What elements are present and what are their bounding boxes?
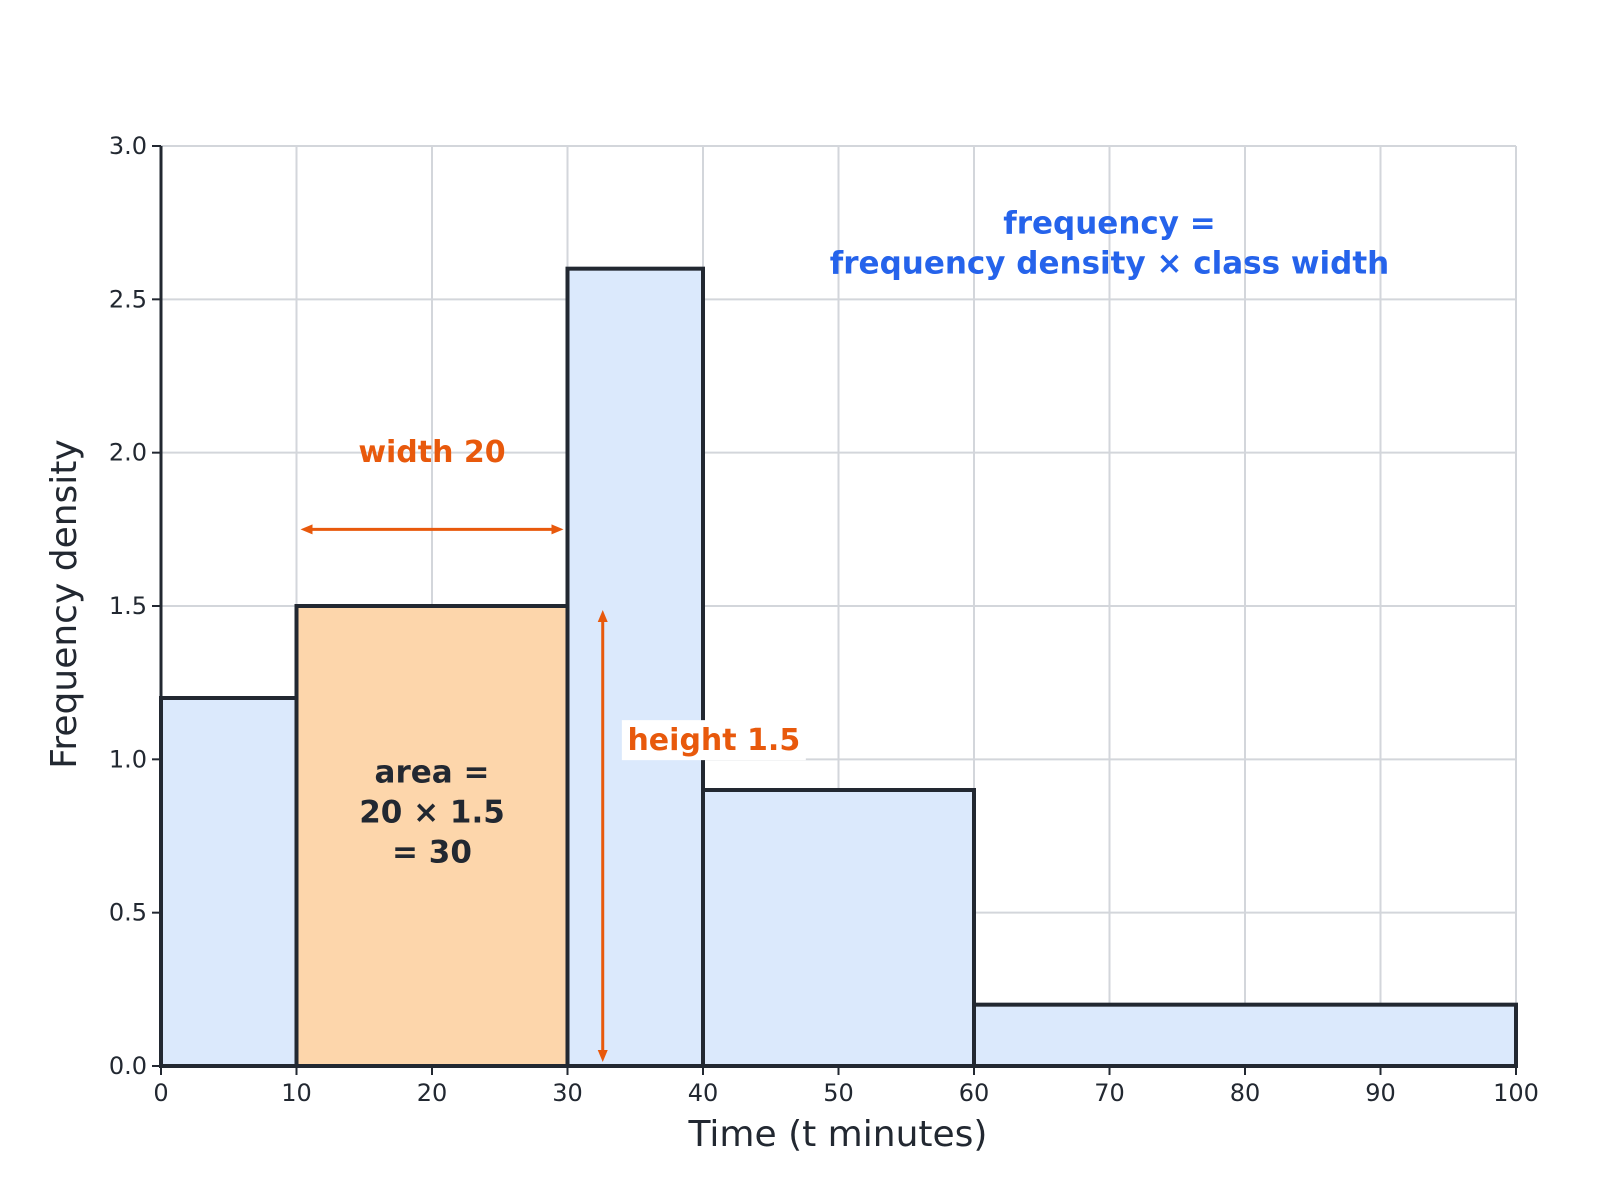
- x-tick-label: 40: [688, 1079, 719, 1107]
- y-axis-label: Frequency density: [44, 439, 85, 768]
- histogram-bar: [294, 604, 570, 1068]
- x-tick-label: 30: [552, 1079, 583, 1107]
- y-tick-label: 0.5: [109, 899, 147, 927]
- histogram-bar: [701, 788, 976, 1068]
- y-tick-label: 1.5: [109, 592, 147, 620]
- y-tick-label: 2.5: [109, 285, 147, 313]
- x-tick-label: 100: [1493, 1079, 1539, 1107]
- x-tick-label: 60: [959, 1079, 990, 1107]
- height-annotation-background: [621, 720, 806, 761]
- x-tick-label: 50: [823, 1079, 854, 1107]
- formula-annotation-line: frequency density × class width: [830, 246, 1389, 282]
- area-annotation-line: 20 × 1.5: [359, 794, 505, 830]
- histogram-bar: [972, 1002, 1518, 1069]
- area-annotation-line: = 30: [392, 834, 472, 870]
- histogram-bar: [159, 696, 299, 1068]
- y-tick-label: 0.0: [109, 1052, 147, 1080]
- width-arrow: [300, 524, 564, 535]
- y-tick-label: 1.0: [109, 745, 147, 773]
- histogram-bars: [159, 266, 1518, 1069]
- annotations: width 20 height 1.5 area = 20 × 1.5 = 30…: [300, 206, 1389, 1062]
- x-tick-label: 0: [153, 1079, 168, 1107]
- x-tick-label: 70: [1094, 1079, 1125, 1107]
- x-tick-label: 20: [417, 1079, 448, 1107]
- height-annotation: height 1.5: [627, 723, 800, 758]
- y-tick-label: 3.0: [109, 132, 147, 160]
- formula-annotation-line: frequency =: [1003, 206, 1216, 242]
- x-tick-label: 90: [1365, 1079, 1396, 1107]
- area-annotation-line: area =: [375, 755, 490, 791]
- height-arrow: [597, 610, 608, 1062]
- y-tick-label: 2.0: [109, 439, 147, 467]
- y-axis-ticks: 0.0 0.5 1.0 1.5 2.0 2.5 3.0: [109, 132, 161, 1080]
- width-annotation: width 20: [358, 435, 505, 470]
- histogram-bar: [565, 266, 705, 1068]
- x-axis-label: Time (t minutes): [688, 1114, 988, 1155]
- x-tick-label: 10: [281, 1079, 312, 1107]
- x-axis-ticks: 0 10 20 30 40 50 60 70 80 90 100: [153, 1066, 1539, 1107]
- x-tick-label: 80: [1230, 1079, 1261, 1107]
